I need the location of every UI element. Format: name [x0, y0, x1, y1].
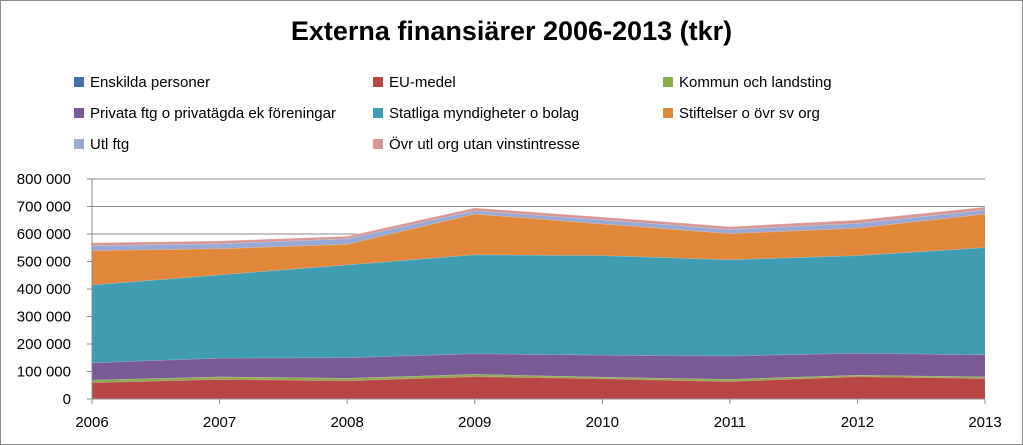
y-tick-label: 100 000: [17, 364, 71, 381]
legend-label: Privata ftg o privatägda ek föreningar: [90, 104, 336, 122]
area-series-2: [92, 374, 985, 383]
x-tick-label: 2013: [968, 414, 1001, 431]
legend-label: Kommun och landsting: [679, 73, 832, 91]
y-tick-label: 0: [63, 391, 71, 408]
y-tick-label: 200 000: [17, 336, 71, 353]
x-tick-label: 2012: [841, 414, 874, 431]
area-series-5: [92, 213, 985, 285]
legend-swatch: [74, 108, 84, 118]
legend-item-ovr-utl-org: Övr utl org utan vinstintresse: [373, 134, 580, 154]
x-tick-label: 2010: [586, 414, 619, 431]
x-tick-label: 2007: [203, 414, 236, 431]
x-tick-label: 2006: [75, 414, 108, 431]
x-tick-label: 2011: [714, 414, 746, 431]
chart-legend: Enskilda personer EU-medel Kommun och la…: [0, 0, 1023, 160]
legend-label: Statliga myndigheter o bolag: [389, 104, 580, 122]
y-tick-label: 300 000: [17, 309, 71, 326]
legend-item-privata-ftg: Privata ftg o privatägda ek föreningar: [74, 103, 336, 123]
x-tick-label: 2009: [458, 414, 491, 431]
legend-item-kommun-och-landsting: Kommun och landsting: [663, 72, 832, 92]
legend-item-enskilda-personer: Enskilda personer: [74, 72, 210, 92]
area-series-6: [92, 209, 985, 251]
legend-label: Utl ftg: [90, 135, 130, 153]
legend-item-stiftelser: Stiftelser o övr sv org: [663, 103, 820, 123]
legend-label: Enskilda personer: [90, 73, 211, 91]
legend-item-utl-ftg: Utl ftg: [74, 134, 129, 154]
area-series-4: [92, 247, 985, 363]
legend-swatch: [373, 77, 383, 87]
area-series-7: [92, 207, 985, 246]
y-tick-label: 700 000: [17, 199, 71, 216]
legend-swatch: [663, 108, 673, 118]
y-tick-label: 600 000: [17, 226, 71, 243]
legend-item-eu-medel: EU-medel: [373, 72, 456, 92]
area-edge-7: [91, 206, 986, 244]
legend-swatch: [663, 77, 673, 87]
area-series-3: [92, 353, 985, 381]
x-tick-label: 2008: [330, 414, 363, 431]
legend-swatch: [373, 108, 383, 118]
legend-item-statliga-myndigheter: Statliga myndigheter o bolag: [373, 103, 579, 123]
y-tick-label: 400 000: [17, 281, 71, 298]
legend-label: Stiftelser o övr sv org: [679, 104, 820, 122]
chart-title: Externa finansiärer 2006-2013 (tkr): [290, 16, 733, 46]
y-tick-label: 800 000: [17, 171, 71, 188]
legend-swatch: [373, 139, 383, 149]
legend-swatch: [74, 77, 84, 87]
legend-swatch: [74, 139, 84, 149]
legend-label: Övr utl org utan vinstintresse: [389, 135, 580, 153]
y-tick-label: 500 000: [17, 254, 71, 271]
legend-label: EU-medel: [389, 73, 456, 91]
area-series-1: [92, 376, 985, 399]
